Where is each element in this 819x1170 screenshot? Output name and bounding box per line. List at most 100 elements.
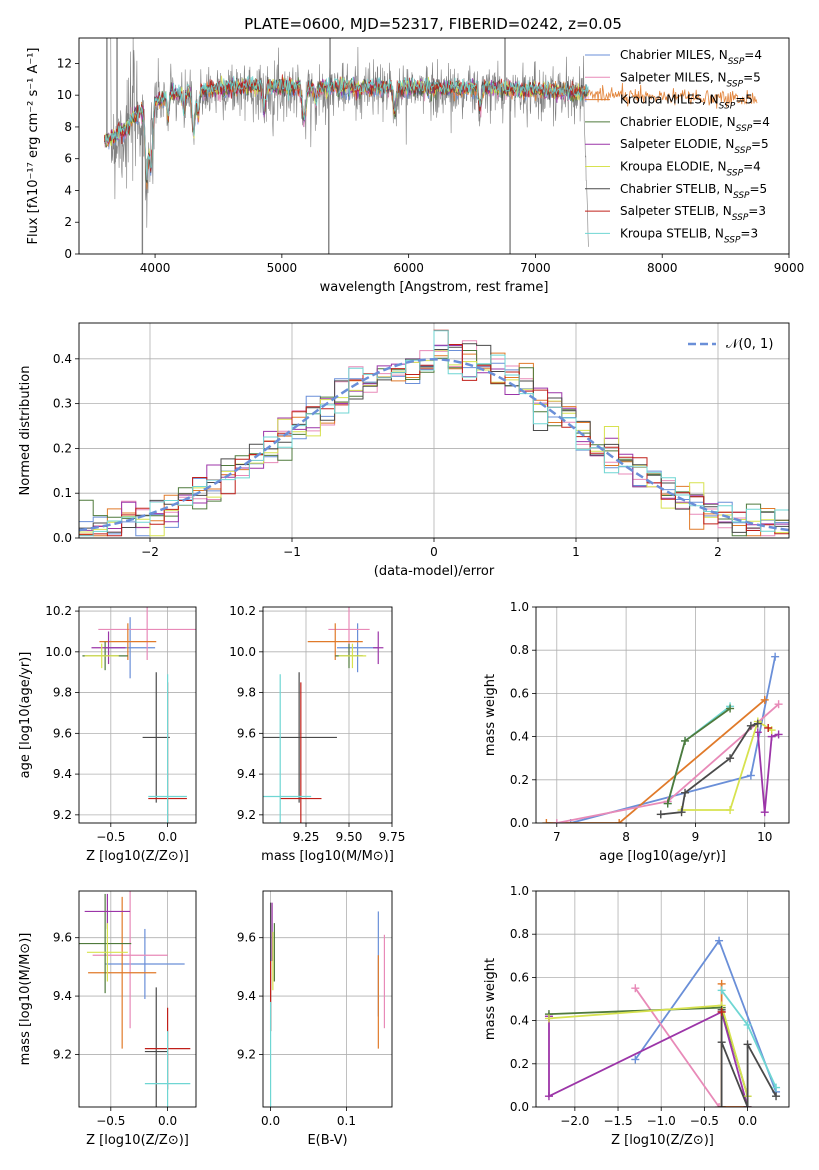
plus-marker <box>552 819 561 823</box>
legend-text-tail: =5 <box>751 137 769 151</box>
y-tick-label: 9.6 <box>237 931 256 945</box>
legend-text: Salpeter MILES, N <box>620 70 727 84</box>
legend-entry: Salpeter STELIB, NSSP=3 <box>620 204 766 223</box>
plus-marker <box>743 1103 752 1107</box>
x-tick-label: 0 <box>430 545 438 559</box>
weight-series-line <box>570 656 776 823</box>
x-tick-label: 9.25 <box>293 830 320 844</box>
y-tick-label: 0.2 <box>510 1057 529 1071</box>
plus-marker <box>771 652 780 661</box>
weight-series-line <box>634 987 748 1107</box>
y-axis-label: Flux [fλ10⁻¹⁷ erg cm⁻² s⁻¹ A⁻¹] <box>26 48 41 245</box>
legend-text-tail: =5 <box>735 93 753 107</box>
y-tick-label: 1.0 <box>510 884 529 898</box>
y-tick-label: 6 <box>64 152 72 166</box>
y-tick-label: 0.4 <box>510 1014 529 1028</box>
x-tick-label: 0.0 <box>261 1114 280 1128</box>
weight-series-line <box>720 1009 777 1107</box>
y-tick-label: 12 <box>57 56 72 70</box>
plot-frame <box>78 890 197 1108</box>
mass-weight-vs-age-panel: 7 8 9 10 0.0 0.2 0.4 0.6 0.8 1.0 age [log10(age/yr… <box>483 600 790 864</box>
y-tick-label: 4 <box>64 183 72 197</box>
spectrum-lines <box>104 38 758 254</box>
legend-entry: Salpeter MILES, NSSP=5 <box>620 70 761 89</box>
plus-marker <box>542 819 551 823</box>
x-axis-label: mass [log10(M/M⊙)] <box>261 849 394 864</box>
mass-weight-vs-metallicity-panel: −2.0 −1.5 −1.0 −0.5 0.0 0.0 0.2 0.4 0.6 0.8 1.0 Z [… <box>483 884 790 1148</box>
legend-entry: Chabrier ELODIE, NSSP=4 <box>620 115 770 134</box>
mass-vs-metallicity-panel: −0.5 0.0 9.2 9.4 9.6 Z [log10(Z/Z⊙)] mass [log… <box>18 890 197 1148</box>
y-tick-label: 0.1 <box>53 486 72 500</box>
plus-marker <box>774 700 783 709</box>
x-axis-label: age [log10(age/yr)] <box>599 849 726 864</box>
x-tick-label: −0.5 <box>96 830 125 844</box>
y-tick-label: 8 <box>64 120 72 134</box>
legend-subscript: SSP <box>727 79 744 89</box>
legend-text: Kroupa MILES, N <box>620 93 719 107</box>
plus-marker <box>743 1020 752 1029</box>
legend-text-tail: =5 <box>743 70 761 84</box>
plus-marker <box>715 1103 724 1107</box>
weight-lines <box>542 652 783 823</box>
plus-marker <box>656 810 665 819</box>
age-vs-mass-panel: 9.25 9.50 9.75 9.2 9.4 9.6 9.8 10.0 10.2 mass [lo… <box>229 604 405 864</box>
plot-frame <box>262 606 393 824</box>
plus-marker <box>717 1007 726 1016</box>
legend-text: Kroupa STELIB, N <box>620 226 724 240</box>
weight-series-line <box>546 699 766 823</box>
legend-text: Chabrier MILES, N <box>620 48 728 62</box>
weight-series-line <box>681 720 773 811</box>
y-tick-label: 9.4 <box>53 989 72 1003</box>
y-tick-label: 10.2 <box>45 604 72 618</box>
plus-marker <box>746 721 755 730</box>
legend-subscript: SSP <box>736 124 753 134</box>
weight-series-line <box>634 938 777 1093</box>
gaussian-reference-line <box>79 358 789 532</box>
legend-text-tail: =4 <box>752 115 770 129</box>
legend-text-tail: =4 <box>743 160 761 174</box>
legend-entry: 𝒩(0, 1) <box>726 337 773 352</box>
y-tick-label: 0.8 <box>510 927 529 941</box>
plot-frame <box>535 606 790 824</box>
y-tick-label: 9.2 <box>237 808 256 822</box>
y-tick-label: 9.8 <box>237 686 256 700</box>
errorbar-group <box>79 891 191 1107</box>
y-tick-label: 0.2 <box>510 773 529 787</box>
y-tick-label: 9.2 <box>53 808 72 822</box>
x-tick-label: −1.5 <box>603 1114 632 1128</box>
legend-entry: Kroupa MILES, NSSP=5 <box>620 93 753 112</box>
legend-subscript: SSP <box>719 102 736 112</box>
x-axis-label: Z [log10(Z/Z⊙)] <box>86 849 189 864</box>
x-tick-label: 8000 <box>647 261 678 275</box>
y-tick-label: 9.4 <box>237 989 256 1003</box>
y-tick-label: 0.6 <box>510 686 529 700</box>
x-axis-label: Z [log10(Z/Z⊙)] <box>86 1133 189 1148</box>
x-tick-label: 9.50 <box>336 830 363 844</box>
y-tick-label: 10.0 <box>229 645 256 659</box>
x-axis-label: Z [log10(Z/Z⊙)] <box>611 1133 714 1148</box>
y-tick-label: 0.3 <box>53 397 72 411</box>
weight-series-line <box>720 983 748 1107</box>
plus-marker <box>615 819 624 823</box>
legend-entry: Salpeter ELODIE, NSSP=5 <box>620 137 769 156</box>
y-tick-label: 0.8 <box>510 643 529 657</box>
x-tick-label: −2 <box>141 545 159 559</box>
y-tick-label: 0.0 <box>53 531 72 545</box>
plus-marker <box>715 936 724 945</box>
y-axis-label: mass weight <box>483 958 498 1040</box>
x-tick-label: −2.0 <box>560 1114 589 1128</box>
y-tick-label: 9.6 <box>237 726 256 740</box>
y-tick-label: 9.6 <box>53 931 72 945</box>
x-tick-label: 0.1 <box>337 1114 356 1128</box>
plus-marker <box>681 736 690 745</box>
y-tick-label: 9.2 <box>237 1047 256 1061</box>
legend-subscript: SSP <box>727 169 744 179</box>
x-tick-label: 4000 <box>140 261 171 275</box>
plus-marker <box>760 808 769 817</box>
plus-marker <box>544 1014 553 1023</box>
y-tick-label: 0.4 <box>53 352 72 366</box>
legend-text: Kroupa ELODIE, N <box>620 160 727 174</box>
plus-marker <box>746 771 755 780</box>
plus-marker <box>772 1092 781 1101</box>
